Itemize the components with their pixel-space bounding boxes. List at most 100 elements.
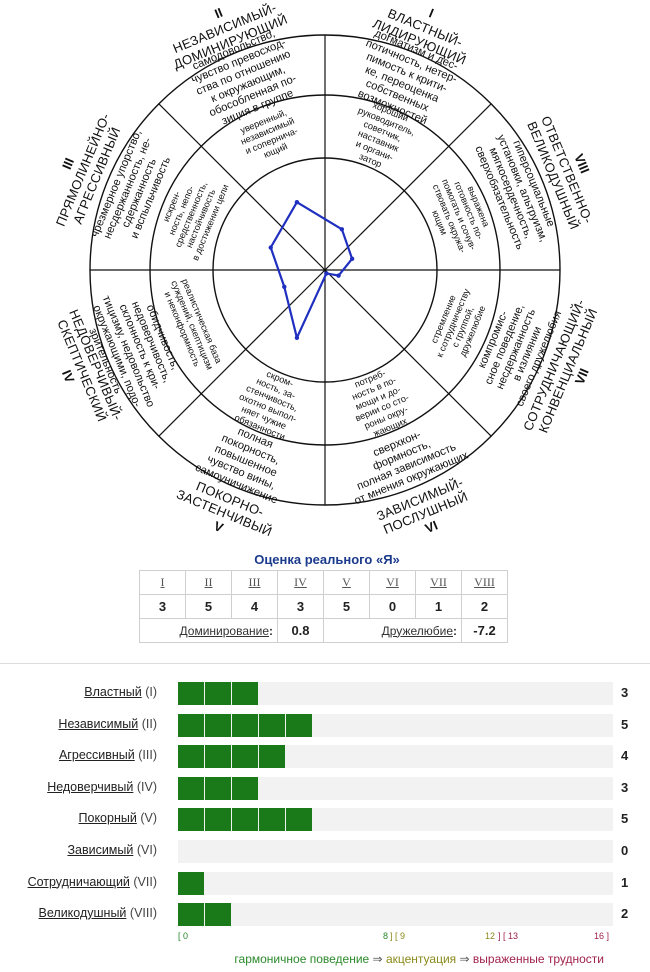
- bar-label: Великодушный (VIII): [38, 906, 157, 921]
- bar-segment: [205, 808, 231, 832]
- bar-segment: [259, 808, 285, 832]
- bar-segment: [232, 745, 258, 769]
- bar-segment: [178, 871, 204, 895]
- bar-track: [178, 903, 613, 927]
- octant-numeral: V: [212, 518, 226, 535]
- bar-label: Зависимый (VI): [67, 843, 157, 857]
- scale-mark-8: 8: [383, 931, 389, 941]
- bar-fill: [178, 871, 205, 895]
- sector-divider: [158, 269, 326, 437]
- octant-score: 4: [231, 594, 278, 619]
- octant-score: 5: [185, 594, 232, 619]
- octant-score: 3: [277, 594, 324, 619]
- score-table-title: Оценка реального «Я»: [254, 552, 400, 567]
- bar-row: Агрессивный (III) 4: [0, 743, 650, 769]
- bar-segment: [232, 808, 258, 832]
- legend-arrow: ⇒: [459, 952, 470, 966]
- octant-link[interactable]: Недоверчивый: [47, 779, 134, 794]
- octant-numeral: VI: [423, 517, 440, 536]
- bar-label: Сотрудничающий (VII): [27, 874, 157, 889]
- octant-numeral: I: [139, 570, 186, 595]
- profile-polygon: [268, 199, 355, 341]
- bar-track: [178, 745, 613, 769]
- bar-score: 1: [621, 874, 629, 890]
- bar-segment: [205, 713, 231, 737]
- bar-segment: [205, 776, 231, 800]
- octant-numeral: VII: [572, 366, 592, 386]
- score-table-index-row: Доминирование: 0.8 Дружелюбие: -7.2: [139, 618, 508, 643]
- wheel-circles: [89, 34, 561, 506]
- bar-segment: [178, 776, 204, 800]
- bar-label: Властный (I): [84, 685, 157, 699]
- sector-divider: [158, 103, 326, 271]
- bar-row: Властный (I) 3: [0, 680, 650, 706]
- legend-arrow: ⇒: [372, 952, 383, 966]
- bar-fill: [178, 682, 259, 705]
- profile-point-III: [268, 245, 273, 250]
- legend-difficulties: выраженные трудности: [472, 952, 604, 966]
- scale-mark-9: ] [ 9: [390, 931, 406, 941]
- legend-harmonious: гармоничное поведение: [234, 952, 370, 966]
- bar-segment: [259, 713, 285, 737]
- bar-row: Великодушный (VIII) 2: [0, 901, 650, 927]
- bar-track: [178, 871, 613, 895]
- octant-link[interactable]: Великодушный: [38, 906, 127, 921]
- profile-point-VI: [324, 271, 329, 276]
- octant-link[interactable]: Сотрудничающий: [27, 874, 130, 889]
- scale-mark-16: 16 ]: [594, 931, 610, 941]
- bar-score: 0: [621, 843, 629, 858]
- bar-segment: [232, 682, 258, 705]
- legend-accentuation: акцентуация: [385, 952, 457, 966]
- bar-track: [178, 808, 613, 832]
- octant-numeral: IV: [59, 368, 78, 385]
- octant-numeral: VII: [415, 570, 462, 595]
- bar-fill: [178, 903, 232, 927]
- octant-score: 1: [415, 594, 462, 619]
- octant-link[interactable]: Зависимый: [67, 843, 134, 857]
- friendliness-label[interactable]: Дружелюбие:: [323, 618, 462, 643]
- scale-mark-13: ] [ 13: [498, 931, 519, 941]
- bar-segment: [205, 745, 231, 769]
- scale-mark-12: 12: [485, 931, 496, 941]
- bar-segment: [178, 745, 204, 769]
- octant-numeral: IV: [277, 570, 324, 595]
- octant-score: 0: [369, 594, 416, 619]
- bar-fill: [178, 808, 313, 832]
- zone-legend: гармоничное поведение ⇒ акцентуация ⇒ вы…: [0, 952, 604, 966]
- octant-numeral: I: [427, 5, 436, 20]
- octant-numeral: III: [231, 570, 278, 595]
- bar-segment: [232, 713, 258, 737]
- bar-fill: [178, 745, 286, 769]
- octant-score: 3: [139, 594, 186, 619]
- profile-point-I: [339, 227, 345, 232]
- bar-segment: [178, 682, 204, 705]
- octant-numeral: VIII: [571, 152, 592, 176]
- octant-link[interactable]: Независимый: [58, 716, 139, 731]
- bar-score: 4: [621, 748, 629, 764]
- octant-link[interactable]: Покорный: [78, 811, 137, 826]
- bar-track: [178, 682, 613, 705]
- octant-score: 2: [461, 594, 508, 619]
- bar-segment: [259, 745, 285, 769]
- sector-divider: [324, 269, 492, 437]
- octant-numeral: VI: [369, 570, 416, 595]
- bar-row: Покорный (V) 5: [0, 806, 650, 832]
- bar-label: Покорный (V): [78, 811, 157, 826]
- scale-mark-0: [ 0: [178, 931, 189, 941]
- sector-divider: [324, 103, 492, 271]
- dominance-label[interactable]: Доминирование:: [139, 618, 278, 643]
- bar-row: Недоверчивый (IV) 3: [0, 775, 650, 801]
- bar-scale: [ 0 8 ] [ 9 12 ] [ 13 16 ]: [178, 931, 613, 945]
- bar-score: 5: [621, 811, 629, 827]
- bar-track: [178, 713, 613, 737]
- profile-point-II: [294, 199, 300, 205]
- bar-score: 2: [621, 906, 629, 922]
- bar-segment: [286, 713, 312, 737]
- bar-row: Независимый (II) 5: [0, 712, 650, 738]
- octant-link[interactable]: Агрессивный: [58, 748, 135, 763]
- octant-numeral: III: [59, 156, 77, 172]
- bar-segment: [178, 903, 204, 927]
- octant-link[interactable]: Властный: [84, 685, 142, 699]
- bar-label: Агрессивный (III): [58, 748, 157, 763]
